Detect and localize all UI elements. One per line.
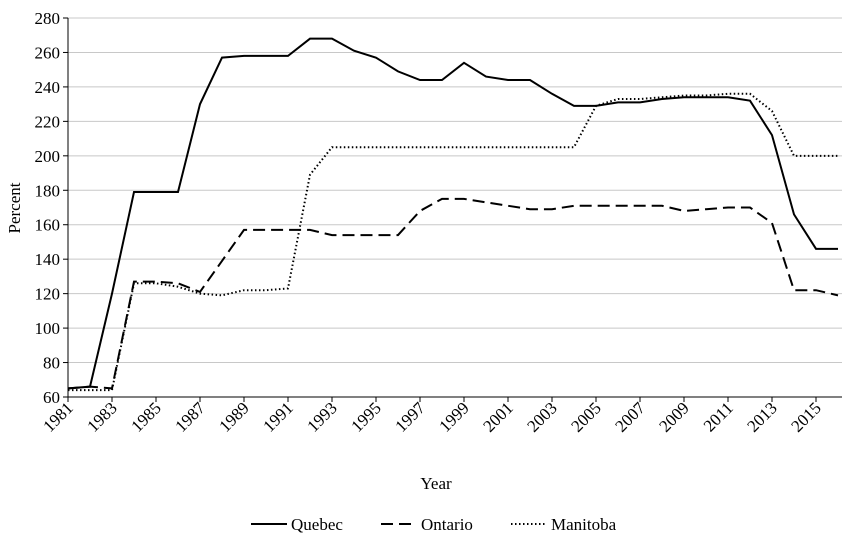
y-axis-label: Percent bbox=[5, 182, 24, 233]
x-tick-label: 1983 bbox=[83, 398, 120, 435]
y-tick-label: 280 bbox=[35, 9, 61, 28]
series-line bbox=[67, 37, 838, 390]
x-tick-label: 2015 bbox=[787, 398, 824, 435]
y-tick-label: 180 bbox=[35, 181, 61, 200]
y-tick-label: 220 bbox=[35, 112, 61, 131]
legend-label: Manitoba bbox=[551, 515, 617, 534]
y-tick-label: 100 bbox=[35, 319, 61, 338]
x-tick-label: 2009 bbox=[655, 398, 692, 435]
x-tick-label: 1997 bbox=[391, 398, 429, 436]
series-line bbox=[67, 197, 839, 390]
x-tick-label: 1995 bbox=[347, 398, 384, 435]
x-tick-label: 2001 bbox=[479, 398, 516, 435]
y-tick-label: 160 bbox=[35, 216, 61, 235]
y-tick-label: 260 bbox=[35, 43, 61, 62]
y-tick-label: 140 bbox=[35, 250, 61, 269]
x-tick-label: 2005 bbox=[567, 398, 604, 435]
x-tick-label: 1987 bbox=[171, 398, 209, 436]
x-tick-label: 1993 bbox=[303, 398, 340, 435]
x-tick-label: 2013 bbox=[743, 398, 780, 435]
x-tick-label: 2011 bbox=[700, 398, 737, 435]
x-tick-label: 1989 bbox=[215, 398, 252, 435]
x-tick-label: 1991 bbox=[259, 398, 296, 435]
y-tick-label: 200 bbox=[35, 147, 61, 166]
x-tick-label: 2007 bbox=[611, 398, 649, 436]
legend-label: Quebec bbox=[291, 515, 343, 534]
y-tick-label: 240 bbox=[35, 78, 61, 97]
x-tick-label: 1999 bbox=[435, 398, 472, 435]
x-tick-label: 2003 bbox=[523, 398, 560, 435]
y-tick-label: 80 bbox=[43, 354, 60, 373]
x-axis-label: Year bbox=[420, 474, 452, 493]
series-line bbox=[68, 92, 838, 392]
y-tick-label: 120 bbox=[35, 285, 61, 304]
x-tick-label: 1985 bbox=[127, 398, 164, 435]
legend-label: Ontario bbox=[421, 515, 473, 534]
y-tick-label: 60 bbox=[43, 388, 60, 407]
